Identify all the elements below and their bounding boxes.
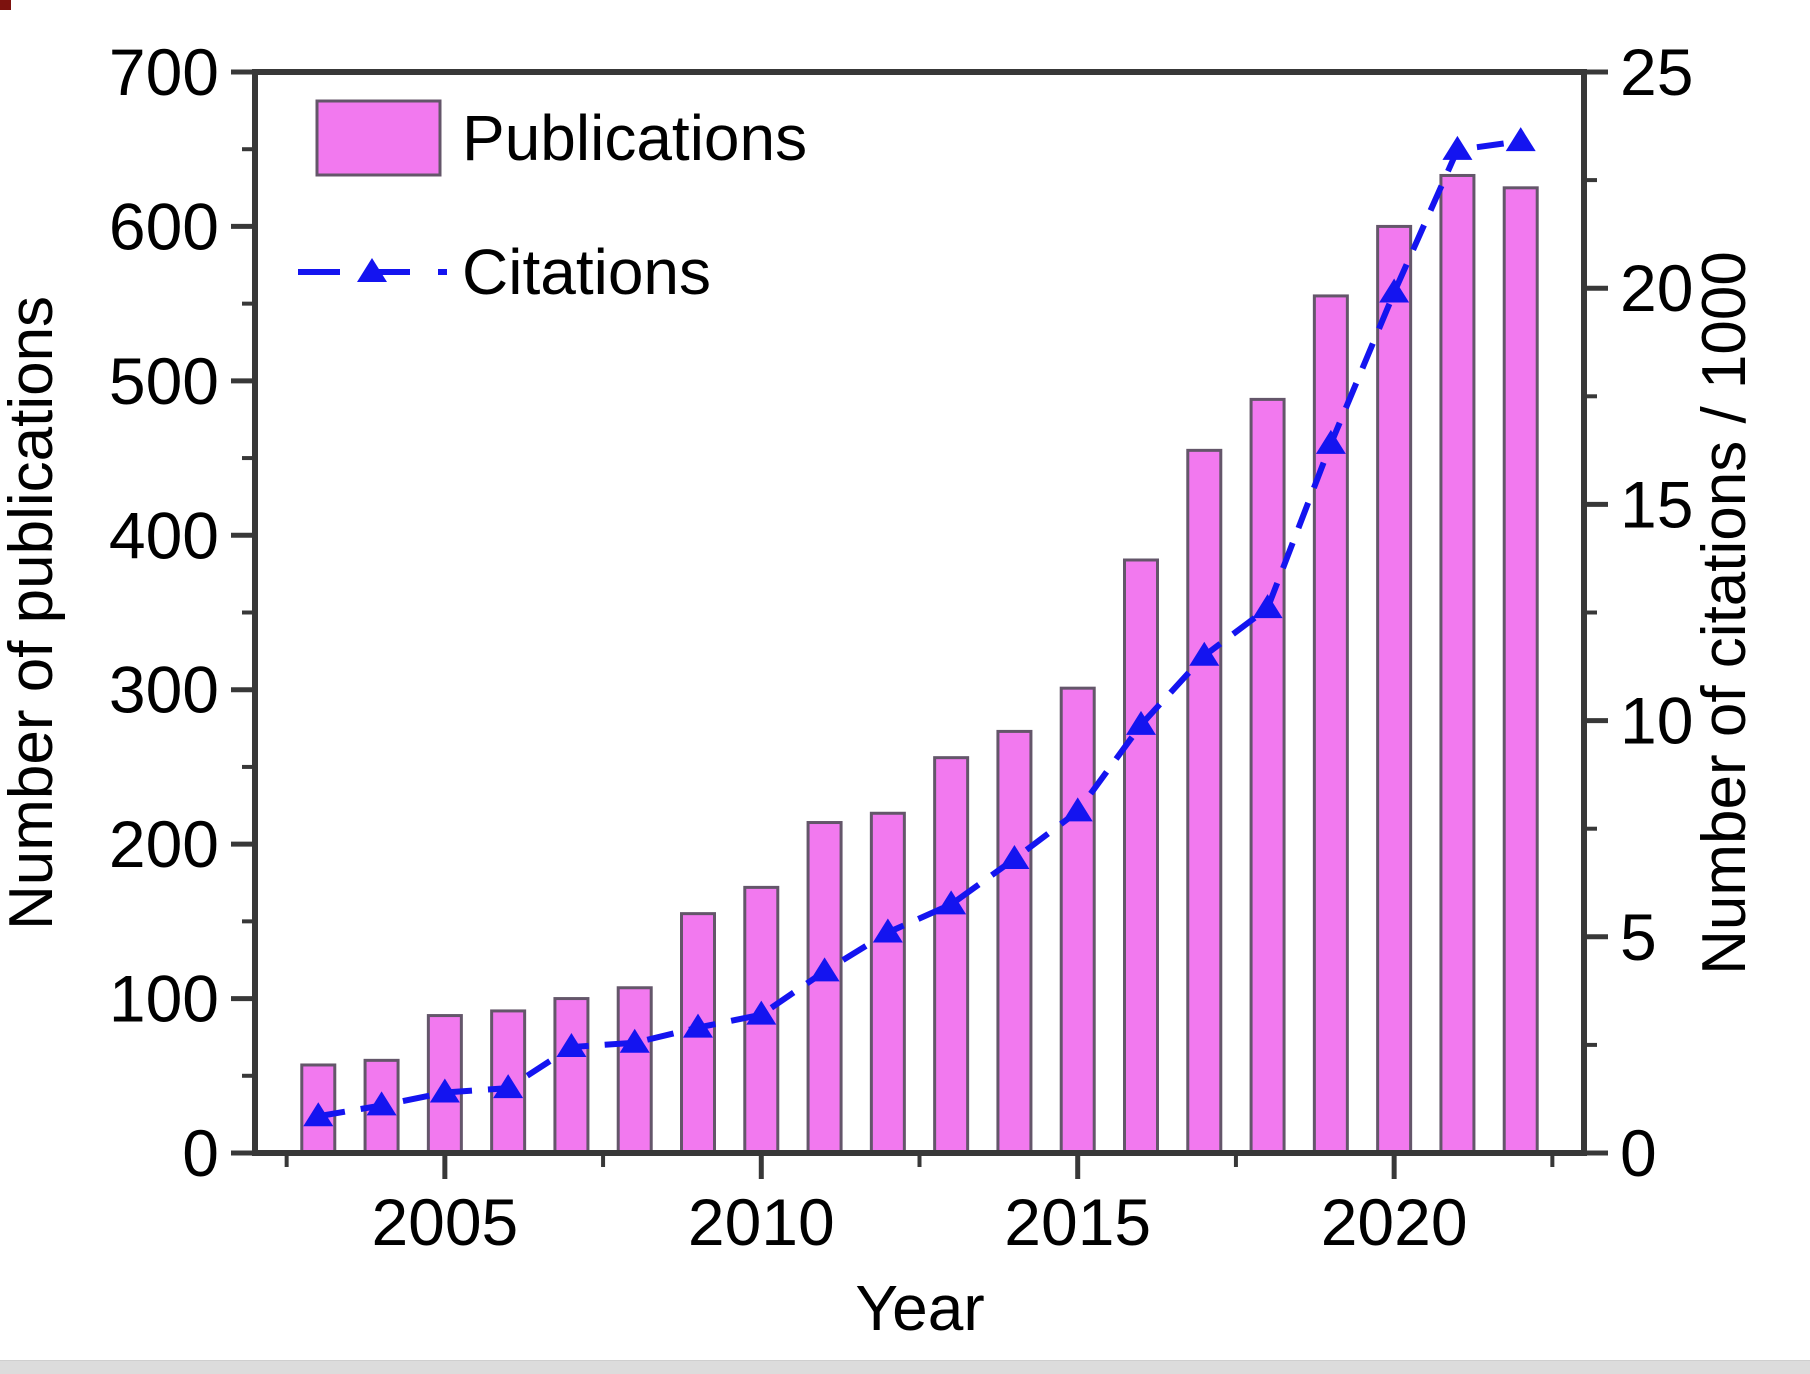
left-tick-label-400: 400 — [109, 498, 219, 572]
citation-marker-2020 — [1379, 278, 1410, 303]
citation-marker-2019 — [1315, 429, 1346, 454]
x-tick-label-2005: 2005 — [371, 1185, 518, 1259]
x-tick-label-2010: 2010 — [688, 1185, 835, 1259]
left-tick-label-500: 500 — [109, 344, 219, 418]
window-bottom-edge — [0, 1360, 1810, 1374]
right-tick-label-5: 5 — [1620, 900, 1657, 974]
left-tick-label-700: 700 — [109, 35, 219, 109]
citation-marker-2015 — [1062, 797, 1093, 822]
legend-publications-swatch — [315, 99, 442, 177]
bar-2019 — [1312, 294, 1349, 1155]
right-tick-label-15: 15 — [1620, 467, 1693, 541]
citation-marker-2014 — [999, 844, 1030, 869]
citation-marker-2009 — [683, 1013, 713, 1038]
bar-2021 — [1439, 173, 1476, 1155]
bar-2008 — [616, 986, 653, 1155]
bar-2016 — [1123, 558, 1159, 1155]
citation-marker-2021 — [1442, 135, 1473, 160]
right-axis-title: Number of citations / 1000 — [1690, 251, 1759, 975]
x-tick-label-2015: 2015 — [1004, 1185, 1151, 1259]
citation-marker-2016 — [1126, 710, 1156, 735]
citation-marker-2003 — [303, 1102, 334, 1127]
right-tick-label-10: 10 — [1620, 684, 1693, 758]
citation-marker-2006 — [493, 1074, 524, 1099]
right-tick-label-20: 20 — [1620, 251, 1693, 325]
bar-2015 — [1059, 686, 1096, 1155]
citation-marker-2017 — [1189, 641, 1220, 666]
citation-marker-2022 — [1505, 127, 1536, 152]
bar-2022 — [1502, 186, 1539, 1155]
left-tick-label-0: 0 — [182, 1116, 219, 1190]
bar-2014 — [996, 729, 1033, 1155]
citation-marker-2012 — [872, 918, 903, 943]
bar-2007 — [553, 997, 590, 1155]
bar-2018 — [1249, 397, 1286, 1155]
bar-2017 — [1186, 448, 1223, 1155]
left-tick-label-600: 600 — [109, 189, 219, 263]
citation-marker-2013 — [936, 890, 967, 915]
bar-2012 — [869, 811, 906, 1155]
legend: Publications Citations — [298, 99, 807, 308]
left-tick-label-200: 200 — [109, 807, 219, 881]
citation-marker-2018 — [1252, 594, 1283, 619]
right-tick-label-25: 25 — [1620, 35, 1693, 109]
x-axis-title: Year — [855, 1272, 984, 1344]
citation-marker-2007 — [556, 1033, 587, 1058]
bar-2020 — [1376, 224, 1413, 1155]
legend-citations-marker-icon — [357, 258, 387, 282]
citation-marker-2008 — [619, 1028, 650, 1053]
x-tick-label-2020: 2020 — [1321, 1185, 1468, 1259]
left-tick-label-100: 100 — [109, 962, 219, 1036]
left-axis-title: Number of publications — [0, 296, 66, 930]
citation-markers-group — [303, 127, 1536, 1127]
legend-publications-label: Publications — [462, 102, 807, 174]
citation-marker-2010 — [746, 1000, 777, 1025]
citation-marker-2004 — [366, 1091, 397, 1116]
citation-marker-2005 — [429, 1078, 460, 1103]
left-tick-label-300: 300 — [109, 653, 219, 727]
axes-group — [231, 69, 1608, 1179]
screenshot-corner-artifact — [0, 0, 11, 10]
tick-labels-group: 0 100 200 300 400 500 600 700 0 5 10 15 20 25 2005 2010… — [109, 35, 1694, 1259]
right-tick-label-0: 0 — [1620, 1116, 1657, 1190]
legend-citations-label: Citations — [462, 236, 711, 308]
bar-2013 — [933, 756, 970, 1155]
bars-group — [300, 173, 1539, 1155]
citations-line — [317, 138, 1522, 1120]
citation-marker-2011 — [809, 957, 840, 982]
bar-2011 — [806, 821, 843, 1155]
